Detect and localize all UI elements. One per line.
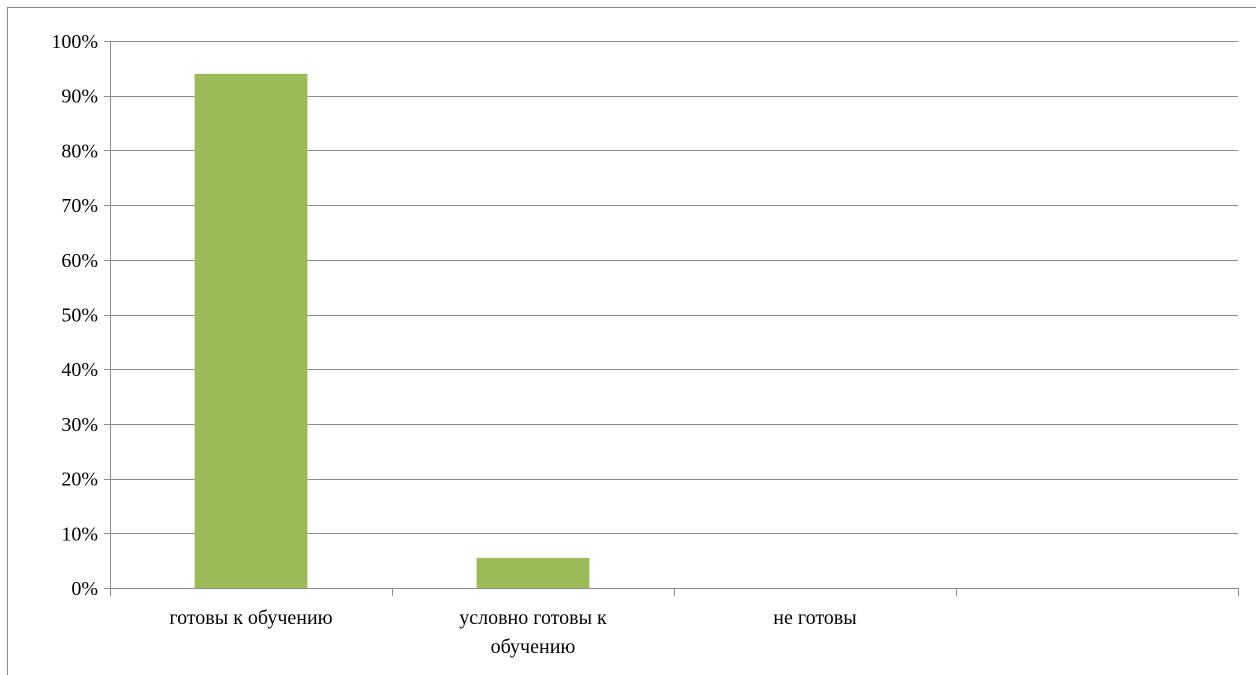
y-tick-label: 80% [61, 140, 98, 162]
y-tick-label: 30% [61, 414, 98, 436]
x-tick-marks [110, 588, 1239, 596]
x-category-label: готовы к обучению [169, 607, 332, 629]
x-category-label: условно готовы к [459, 607, 607, 629]
bars [194, 73, 590, 588]
gridlines [110, 41, 1238, 534]
y-tick-label: 90% [61, 86, 98, 108]
y-tick-label: 10% [61, 523, 98, 545]
y-tick-label: 100% [51, 31, 98, 53]
y-tick-label: 20% [61, 469, 98, 491]
x-category-labels: готовы к обучению условно готовы к обучени… [169, 607, 856, 658]
y-tick-label: 40% [61, 359, 98, 381]
chart-frame [7, 7, 1256, 675]
y-tick-labels: 0% 10% 20% 30% 40% 50% 60% 70% 80% 90% 100% [51, 31, 98, 600]
y-tick-label: 0% [71, 578, 98, 600]
y-tick-label: 50% [61, 305, 98, 327]
y-tick-label: 70% [61, 195, 98, 217]
y-tick-label: 60% [61, 250, 98, 272]
x-category-label: обучению [491, 636, 576, 658]
bar [194, 73, 308, 588]
x-category-label: не готовы [773, 607, 856, 629]
bar [476, 557, 590, 588]
